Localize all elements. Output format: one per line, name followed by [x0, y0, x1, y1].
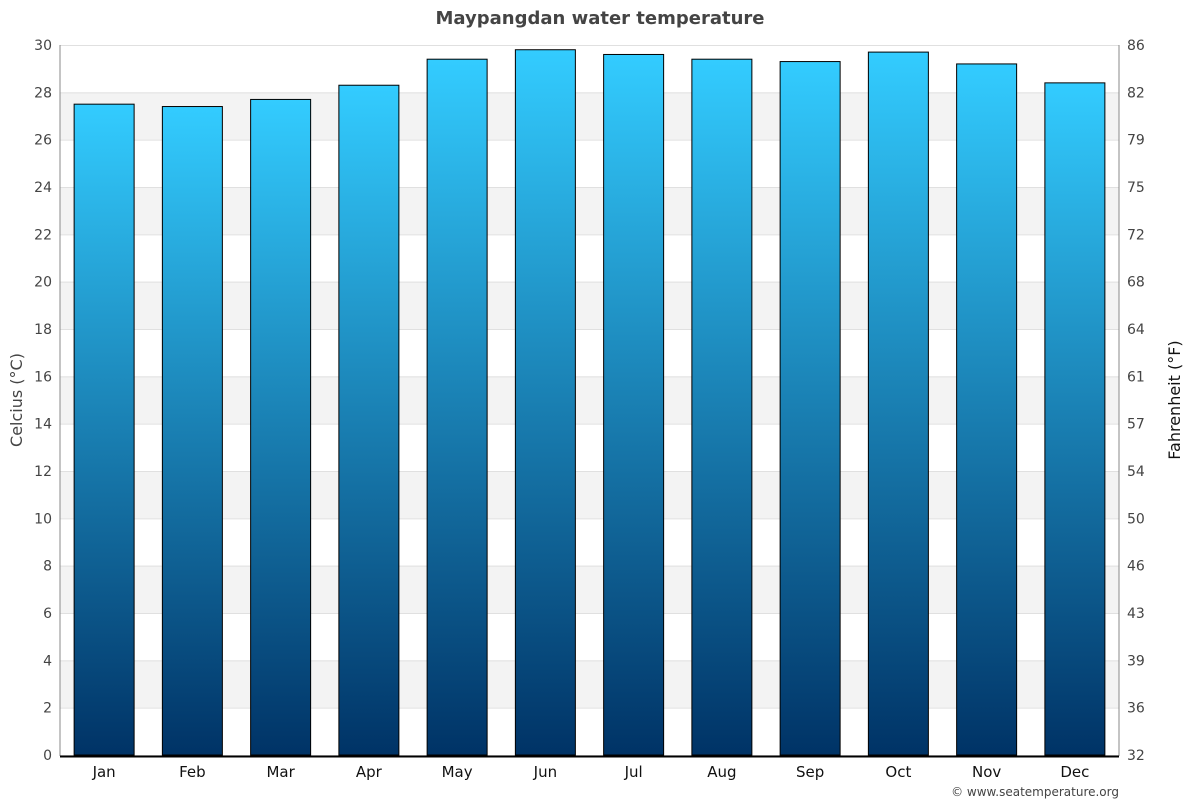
y-tick-label: 0	[43, 748, 52, 764]
y-tick-label: 18	[34, 322, 52, 338]
y2-tick-label: 57	[1127, 417, 1145, 433]
y2-tick-label: 79	[1127, 133, 1145, 149]
x-tick-label: Oct	[885, 763, 911, 781]
grid-band	[60, 565, 1119, 613]
y2-tick-label: 75	[1127, 180, 1145, 196]
y2-tick-label: 36	[1127, 701, 1145, 717]
x-tick-label: Aug	[707, 763, 736, 781]
grid-band	[60, 376, 1119, 424]
x-tick-label: Dec	[1060, 763, 1089, 781]
x-tick-label: Jun	[533, 763, 557, 781]
chart-title: Maypangdan water temperature	[435, 8, 764, 29]
y2-tick-label: 72	[1127, 227, 1145, 243]
bar-oct	[867, 51, 929, 756]
grid-band	[60, 187, 1119, 235]
x-tick-label: Apr	[356, 763, 383, 781]
bar-jul	[603, 53, 665, 756]
y2-tick-label: 32	[1127, 748, 1145, 764]
credit: © www.seatemperature.org	[951, 785, 1119, 799]
y2-tick-label: 43	[1127, 606, 1145, 622]
grid-band	[60, 281, 1119, 329]
y2-tick-label: 50	[1127, 511, 1145, 527]
bar-jun	[514, 49, 576, 756]
y-tick-label: 4	[43, 653, 52, 669]
y-axis-label: Celcius (°C)	[7, 353, 26, 447]
y-tick-label: 28	[34, 85, 52, 101]
y2-tick-label: 64	[1127, 322, 1145, 338]
y2-tick-label: 82	[1127, 85, 1145, 101]
x-tick-label: Sep	[796, 763, 824, 781]
bar-jan	[73, 103, 135, 756]
x-tick-label: Jul	[624, 763, 643, 781]
y2-axis-label: Fahrenheit (°F)	[1165, 340, 1184, 459]
bar-nov	[956, 63, 1018, 756]
y-tick-label: 20	[34, 275, 52, 291]
y2-tick-label: 61	[1127, 369, 1145, 385]
bar-feb	[161, 106, 223, 756]
y-tick-label: 26	[34, 133, 52, 149]
y-tick-label: 16	[34, 369, 52, 385]
x-tick-label: May	[442, 763, 473, 781]
bar-may	[426, 58, 488, 756]
y-tick-label: 22	[34, 227, 52, 243]
grid-band	[60, 92, 1119, 140]
grid-band	[60, 471, 1119, 519]
y-tick-label: 14	[34, 417, 52, 433]
bar-sep	[779, 61, 841, 756]
y2-tick-label: 39	[1127, 653, 1145, 669]
x-tick-label: Mar	[266, 763, 295, 781]
bar-apr	[338, 84, 400, 756]
x-tick-label: Jan	[92, 763, 116, 781]
y-tick-label: 30	[34, 38, 52, 54]
y2-tick-label: 46	[1127, 559, 1145, 575]
y-tick-label: 8	[43, 559, 52, 575]
y-tick-label: 12	[34, 464, 52, 480]
y-tick-label: 6	[43, 606, 52, 622]
x-tick-label: Nov	[972, 763, 1001, 781]
y-tick-label: 10	[34, 511, 52, 527]
y-tick-label: 2	[43, 701, 52, 717]
bar-mar	[250, 98, 312, 756]
grid-band	[60, 660, 1119, 708]
y2-tick-label: 68	[1127, 275, 1145, 291]
bar-aug	[691, 58, 753, 756]
y-tick-label: 24	[34, 180, 52, 196]
y2-tick-label: 54	[1127, 464, 1145, 480]
bar-dec	[1044, 82, 1106, 756]
x-tick-label: Feb	[179, 763, 206, 781]
y2-tick-label: 86	[1127, 38, 1145, 54]
